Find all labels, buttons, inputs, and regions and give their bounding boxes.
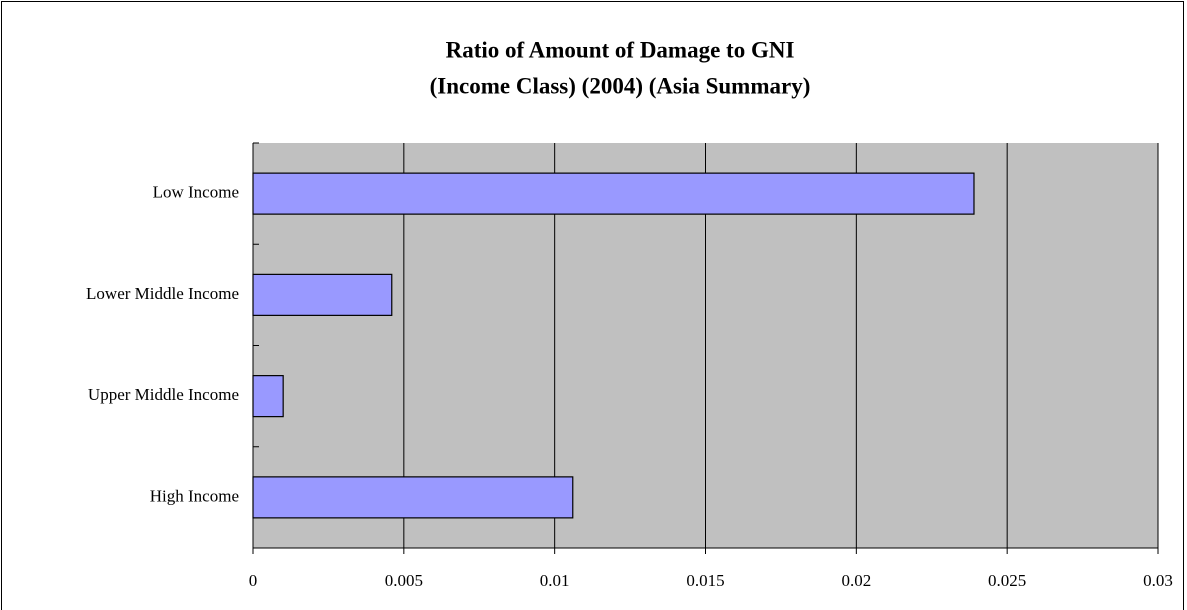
x-tick-label: 0.03: [1143, 571, 1173, 590]
x-tick-label: 0.025: [988, 571, 1026, 590]
chart-title: Ratio of Amount of Damage to GNI: [446, 37, 795, 62]
x-tick-label: 0.02: [841, 571, 871, 590]
x-tick-label: 0.01: [540, 571, 570, 590]
y-tick-label: Upper Middle Income: [88, 385, 239, 404]
chart-title: (Income Class) (2004) (Asia Summary): [430, 73, 811, 98]
x-tick-label: 0.015: [686, 571, 724, 590]
bar: [252, 375, 284, 418]
bar: [252, 476, 574, 519]
x-tick-label: 0: [249, 571, 258, 590]
bar: [252, 172, 975, 215]
y-tick-label: Low Income: [153, 183, 239, 202]
y-tick-label: Lower Middle Income: [86, 284, 239, 303]
bar: [252, 273, 393, 316]
x-tick-label: 0.005: [385, 571, 423, 590]
y-tick-label: High Income: [150, 486, 239, 505]
